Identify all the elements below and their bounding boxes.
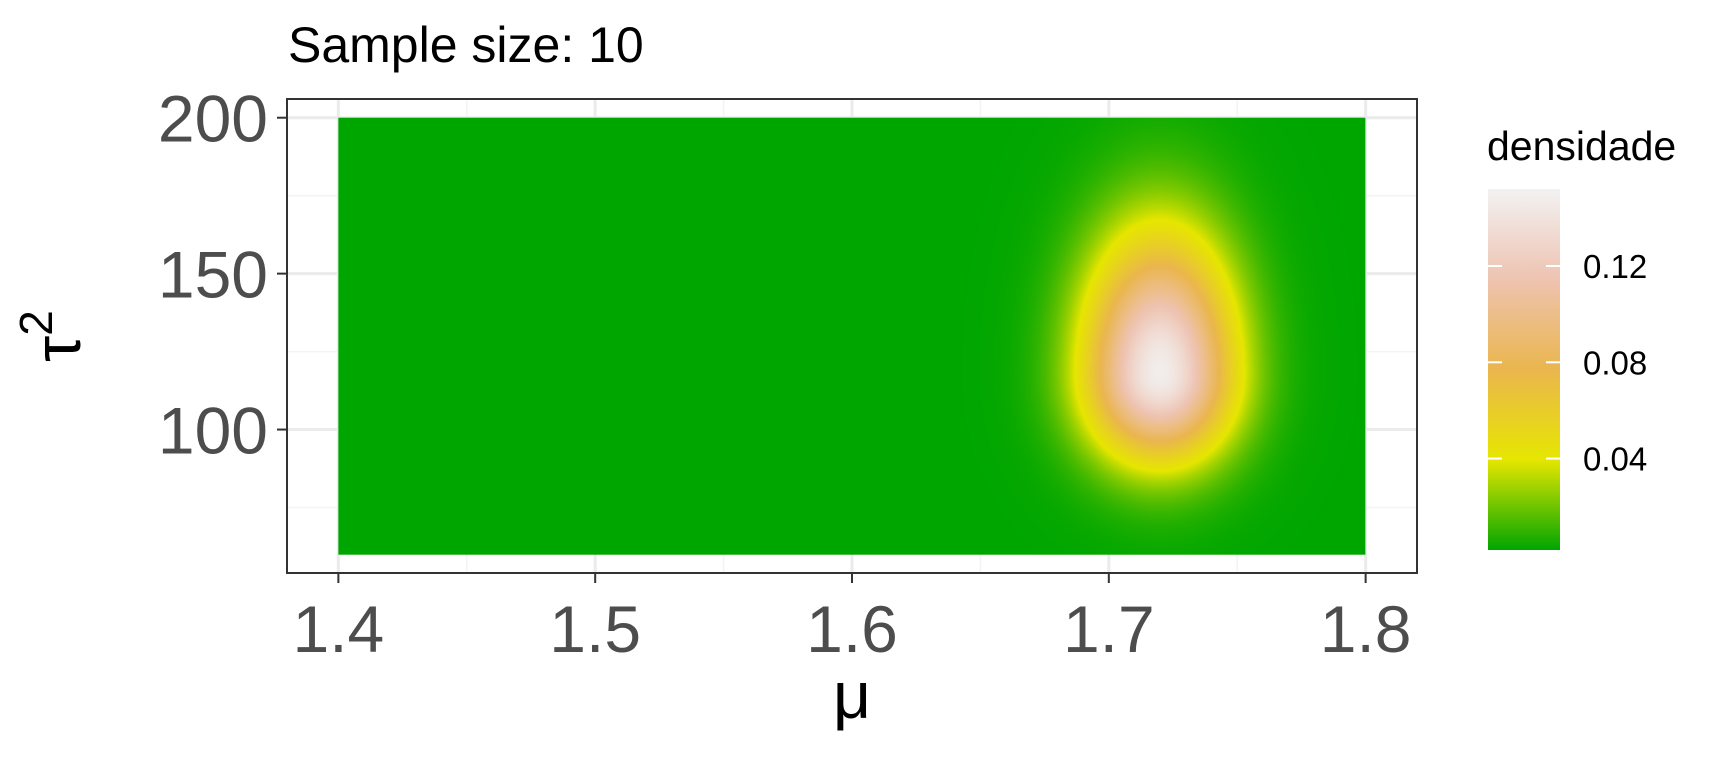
legend-title: densidade bbox=[1487, 123, 1676, 169]
density-raster bbox=[338, 117, 1366, 555]
chart-title: Sample size: 10 bbox=[288, 17, 644, 73]
color-legend: densidade 0.04 0.08 0.12 bbox=[1487, 123, 1676, 550]
y-tick-label: 200 bbox=[158, 82, 268, 156]
x-tick-label: 1.7 bbox=[1063, 592, 1155, 666]
y-axis-title-base: τ bbox=[20, 336, 94, 362]
legend-tick-label: 0.04 bbox=[1583, 441, 1647, 478]
y-axis-title: τ2 bbox=[10, 310, 94, 362]
x-tick-label: 1.4 bbox=[292, 592, 384, 666]
legend-tick-label: 0.12 bbox=[1583, 248, 1647, 285]
y-tick-label: 150 bbox=[158, 238, 268, 312]
legend-tick-label: 0.08 bbox=[1583, 344, 1647, 381]
x-axis-title: μ bbox=[833, 658, 871, 732]
y-axis: 100 150 200 bbox=[158, 82, 287, 468]
y-tick-label: 100 bbox=[158, 394, 268, 468]
x-tick-label: 1.8 bbox=[1320, 592, 1412, 666]
x-tick-label: 1.5 bbox=[549, 592, 641, 666]
legend-colorbar bbox=[1488, 189, 1560, 550]
y-axis-title-exponent: 2 bbox=[10, 310, 62, 336]
x-tick-label: 1.6 bbox=[806, 592, 898, 666]
svg-text:τ2: τ2 bbox=[10, 310, 94, 362]
x-axis: 1.4 1.5 1.6 1.7 1.8 bbox=[292, 573, 1412, 666]
